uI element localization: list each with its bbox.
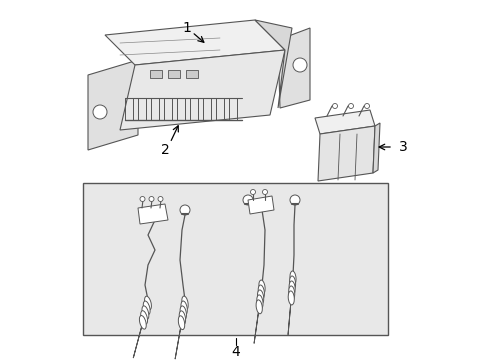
- Circle shape: [180, 205, 190, 215]
- Circle shape: [93, 105, 107, 119]
- Ellipse shape: [179, 311, 185, 325]
- Circle shape: [332, 104, 337, 108]
- Ellipse shape: [257, 290, 263, 304]
- Ellipse shape: [139, 315, 146, 329]
- Circle shape: [289, 195, 299, 205]
- Ellipse shape: [256, 295, 263, 309]
- Ellipse shape: [182, 296, 188, 310]
- Bar: [168, 70, 180, 78]
- Text: 1: 1: [182, 21, 191, 35]
- Circle shape: [149, 197, 154, 202]
- Polygon shape: [120, 50, 285, 130]
- Bar: [83, 183, 387, 335]
- Text: 4: 4: [231, 345, 240, 359]
- Circle shape: [348, 104, 353, 108]
- Circle shape: [292, 58, 306, 72]
- Polygon shape: [133, 323, 142, 358]
- Polygon shape: [88, 60, 138, 150]
- Ellipse shape: [258, 280, 264, 294]
- Ellipse shape: [143, 301, 150, 315]
- Ellipse shape: [287, 291, 294, 305]
- Circle shape: [250, 189, 255, 194]
- Bar: [150, 70, 162, 78]
- Bar: [185, 70, 198, 78]
- Ellipse shape: [144, 296, 151, 310]
- Ellipse shape: [141, 311, 147, 324]
- Circle shape: [140, 197, 145, 202]
- Circle shape: [150, 210, 160, 220]
- Text: 2: 2: [160, 143, 169, 157]
- Circle shape: [243, 195, 252, 205]
- Ellipse shape: [258, 285, 264, 299]
- Ellipse shape: [256, 300, 262, 314]
- Polygon shape: [247, 196, 273, 214]
- Polygon shape: [254, 308, 259, 343]
- Ellipse shape: [289, 276, 295, 290]
- Ellipse shape: [142, 306, 148, 319]
- Circle shape: [262, 189, 267, 194]
- Polygon shape: [105, 20, 285, 65]
- Ellipse shape: [288, 281, 295, 295]
- Ellipse shape: [288, 286, 294, 300]
- Circle shape: [158, 197, 163, 202]
- Polygon shape: [314, 110, 374, 134]
- Ellipse shape: [181, 301, 187, 315]
- Text: 3: 3: [398, 140, 407, 154]
- Ellipse shape: [180, 306, 186, 320]
- Polygon shape: [372, 123, 379, 173]
- Circle shape: [364, 104, 369, 108]
- Polygon shape: [287, 299, 290, 335]
- Polygon shape: [254, 20, 291, 108]
- Polygon shape: [175, 324, 181, 359]
- Polygon shape: [138, 204, 168, 224]
- Polygon shape: [317, 126, 374, 181]
- Ellipse shape: [178, 316, 184, 330]
- Ellipse shape: [289, 271, 295, 285]
- Polygon shape: [278, 28, 309, 108]
